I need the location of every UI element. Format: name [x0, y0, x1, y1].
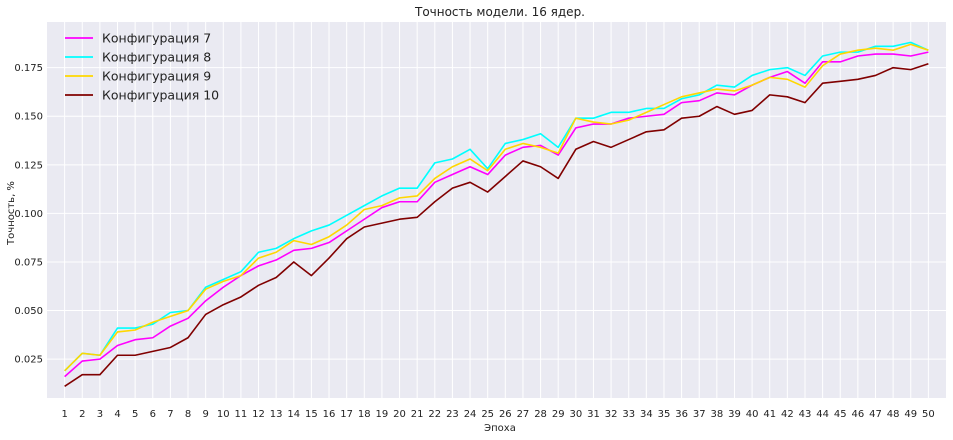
x-tick-label: 34 [640, 409, 653, 420]
x-tick-label: 11 [235, 409, 248, 420]
chart-title: Точность модели. 16 ядер. [414, 5, 585, 19]
y-tick-labels: 0.025 0.050 0.075 0.100 0.125 0.150 0.175 [14, 63, 43, 365]
x-tick-label: 41 [763, 409, 776, 420]
y-tick-label: 0.100 [14, 209, 43, 220]
x-tick-label: 8 [185, 409, 191, 420]
x-tick-label: 5 [132, 409, 138, 420]
y-tick-label: 0.050 [14, 306, 43, 317]
x-tick-label: 3 [97, 409, 103, 420]
x-tick-label: 22 [428, 409, 441, 420]
legend: Конфигурация 7 Конфигурация 8 Конфигурация… [65, 31, 219, 103]
x-tick-label: 43 [799, 409, 812, 420]
x-tick-label: 44 [816, 409, 829, 420]
legend-label: Конфигурация 7 [102, 31, 211, 46]
x-tick-label: 49 [904, 409, 917, 420]
legend-label: Конфигурация 10 [102, 88, 219, 103]
x-axis-label: Эпоха [484, 423, 516, 434]
x-tick-label: 30 [569, 409, 582, 420]
x-tick-label: 29 [552, 409, 565, 420]
x-tick-label: 16 [323, 409, 336, 420]
x-tick-label: 2 [79, 409, 85, 420]
x-tick-label: 18 [358, 409, 371, 420]
x-tick-label: 24 [464, 409, 477, 420]
x-tick-label: 45 [834, 409, 847, 420]
x-tick-labels: 1 2 3 4 5 6 7 8 9 10 11 12 13 14 15 16 17 18 19 20 21 22 23 24 2… [61, 409, 934, 420]
x-tick-label: 17 [340, 409, 353, 420]
x-tick-label: 40 [746, 409, 759, 420]
x-tick-label: 20 [393, 409, 406, 420]
x-tick-label: 33 [622, 409, 635, 420]
series-lines [64, 41, 929, 388]
x-tick-label: 10 [217, 409, 230, 420]
x-tick-label: 25 [481, 409, 494, 420]
x-tick-label: 15 [305, 409, 318, 420]
x-tick-label: 12 [252, 409, 265, 420]
x-tick-label: 36 [675, 409, 688, 420]
x-tick-label: 32 [605, 409, 618, 420]
series-line-3 [64, 43, 929, 372]
series-line-2 [64, 41, 929, 372]
x-tick-label: 26 [499, 409, 512, 420]
legend-label: Конфигурация 8 [102, 50, 211, 65]
x-tick-label: 48 [887, 409, 900, 420]
x-gridlines [64, 22, 929, 398]
x-tick-label: 31 [587, 409, 600, 420]
y-tick-label: 0.150 [14, 112, 43, 123]
x-tick-label: 35 [658, 409, 671, 420]
y-tick-label: 0.025 [14, 355, 43, 366]
y-tick-label: 0.125 [14, 160, 43, 171]
x-tick-label: 9 [202, 409, 208, 420]
x-tick-label: 1 [61, 409, 67, 420]
x-tick-label: 39 [728, 409, 741, 420]
y-axis-label: Точность, % [6, 181, 17, 246]
x-tick-label: 28 [534, 409, 547, 420]
x-tick-label: 19 [376, 409, 389, 420]
legend-label: Конфигурация 9 [102, 69, 211, 84]
x-tick-label: 47 [869, 409, 882, 420]
plot-background [47, 22, 946, 398]
y-tick-label: 0.175 [14, 63, 43, 74]
x-tick-label: 46 [851, 409, 864, 420]
x-tick-label: 6 [150, 409, 156, 420]
x-tick-label: 50 [922, 409, 935, 420]
x-tick-label: 37 [693, 409, 706, 420]
x-tick-label: 4 [114, 409, 120, 420]
series-line-1 [64, 51, 929, 378]
x-tick-label: 7 [167, 409, 173, 420]
x-tick-label: 27 [517, 409, 530, 420]
x-tick-label: 13 [270, 409, 283, 420]
y-tick-label: 0.075 [14, 257, 43, 268]
series-line-4 [64, 63, 929, 388]
x-tick-label: 42 [781, 409, 794, 420]
x-tick-label: 14 [287, 409, 300, 420]
x-tick-label: 38 [710, 409, 723, 420]
x-tick-label: 23 [446, 409, 459, 420]
x-tick-label: 21 [411, 409, 424, 420]
